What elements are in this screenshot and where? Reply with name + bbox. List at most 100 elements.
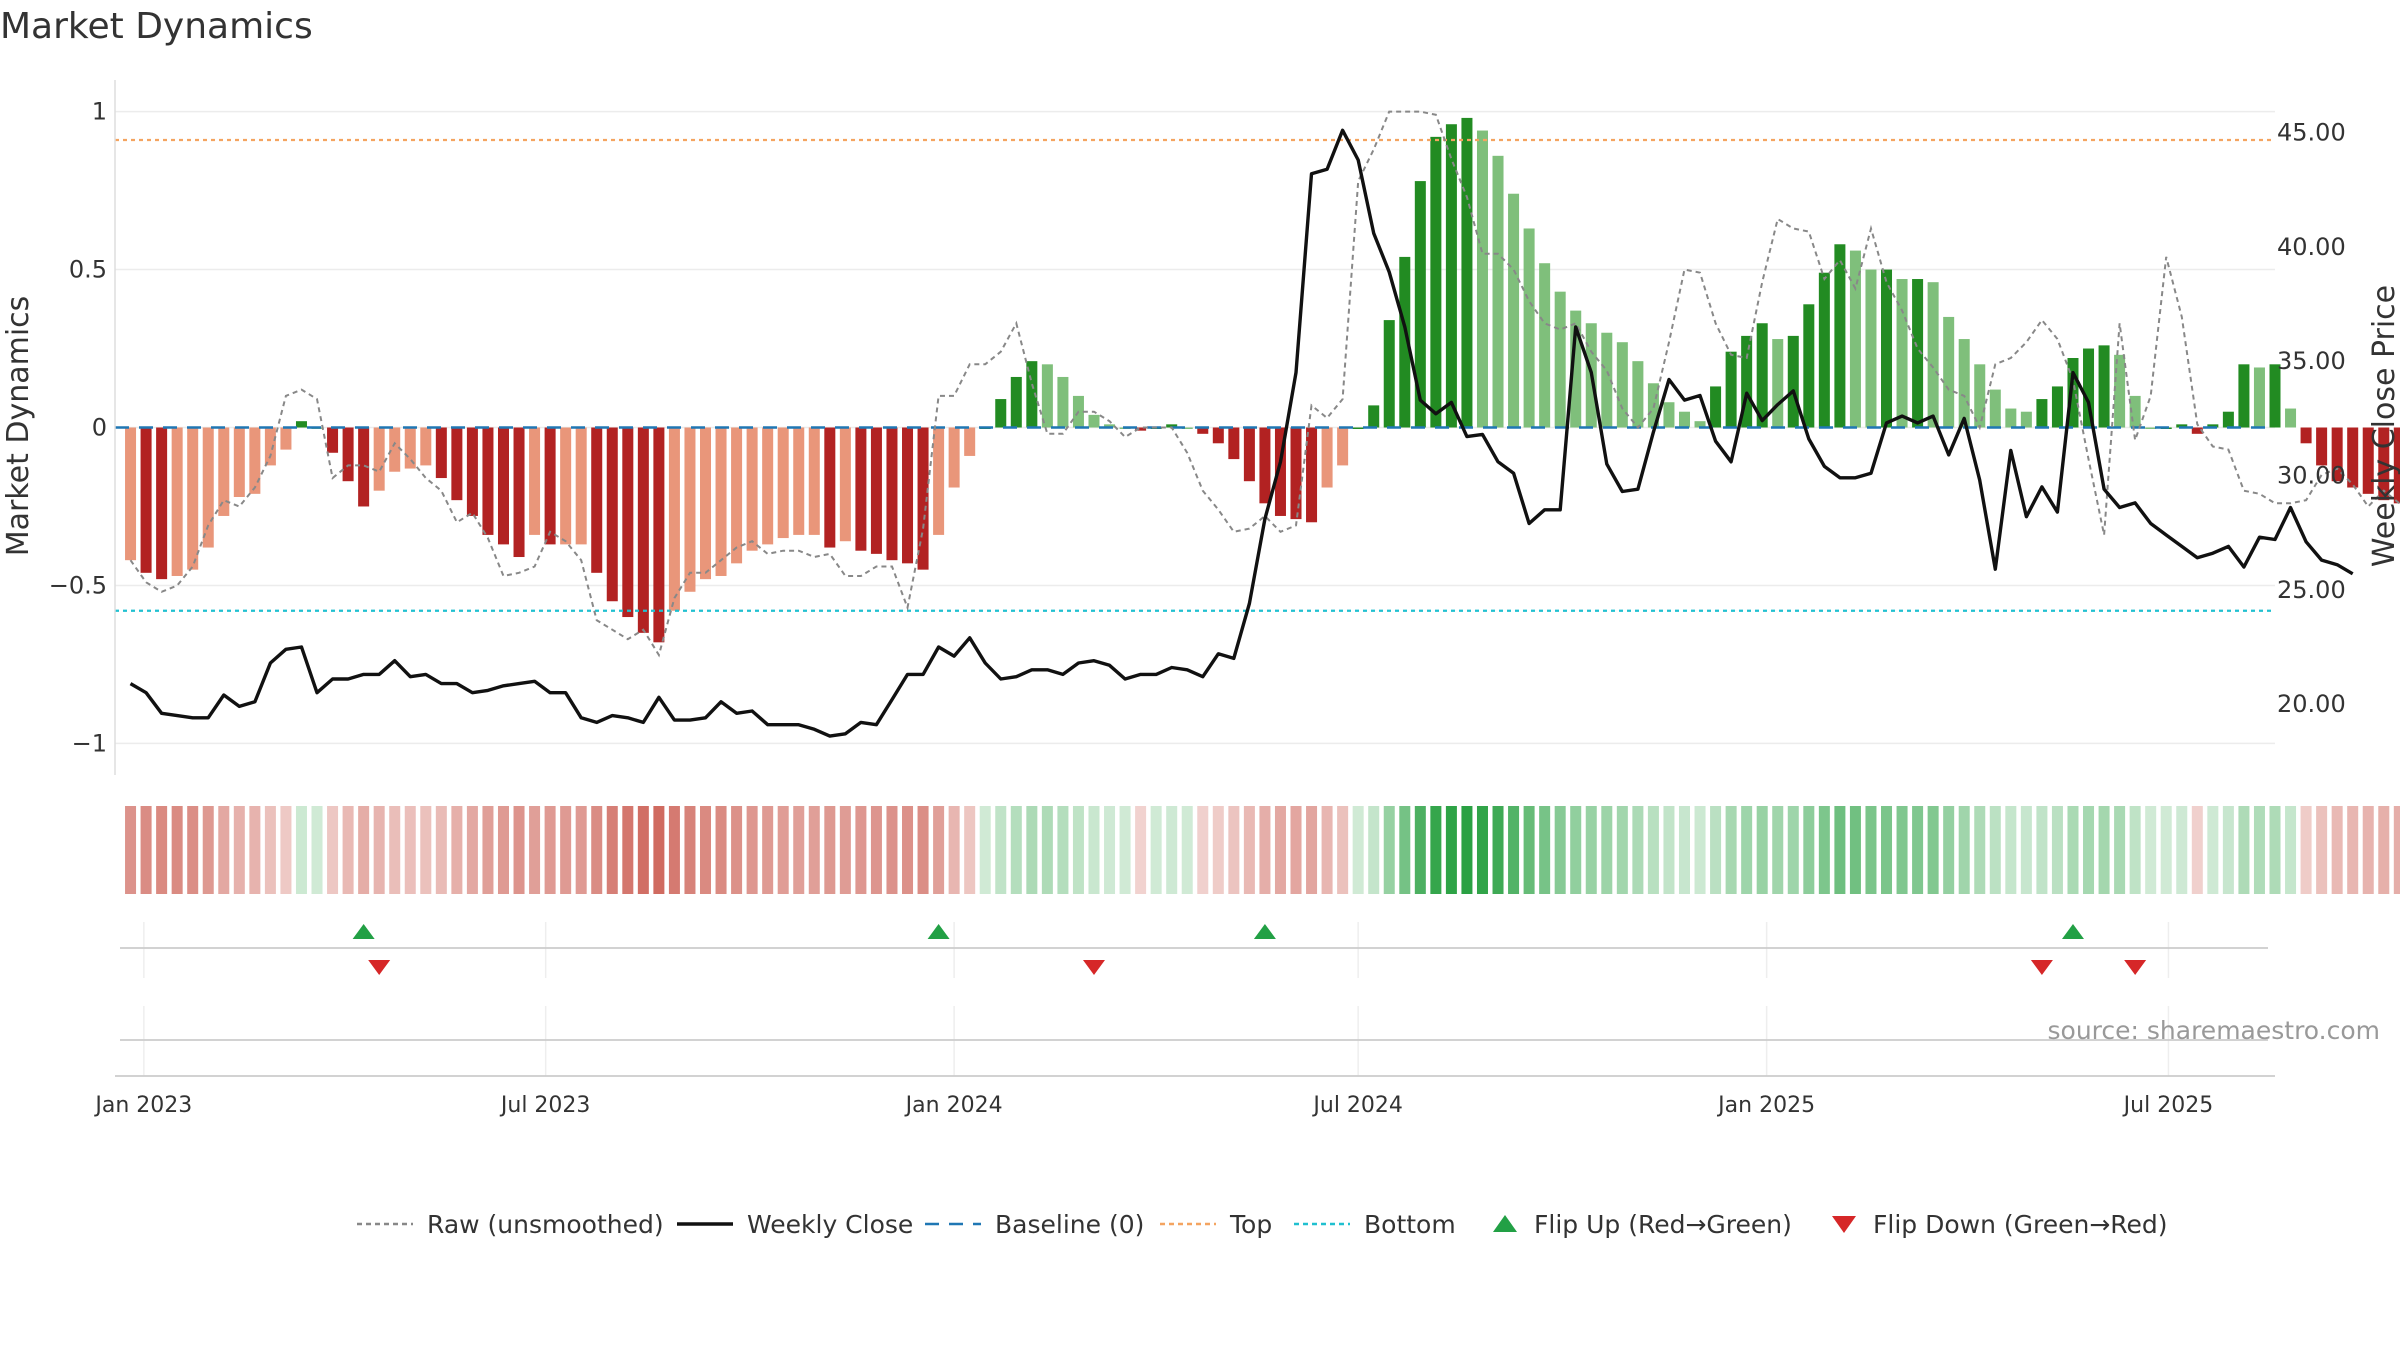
momentum-bar	[855, 427, 867, 551]
regime-strip-cell	[1601, 806, 1613, 894]
regime-strip-cell	[1274, 806, 1286, 894]
regime-strip-cell	[1104, 806, 1116, 894]
x-tick-label: Jul 2025	[2122, 1093, 2214, 1118]
momentum-bar	[1663, 402, 1675, 428]
legend-label: Raw (unsmoothed)	[427, 1210, 664, 1239]
legend-entry: Top	[1160, 1210, 1272, 1239]
momentum-bar	[1383, 320, 1395, 428]
flip-up-marker	[352, 924, 375, 939]
regime-strip-cell	[1259, 806, 1271, 894]
regime-strip-cell	[684, 806, 696, 894]
regime-strip-cell	[1228, 806, 1240, 894]
momentum-bar	[513, 427, 525, 558]
momentum-bar	[870, 427, 882, 554]
regime-strip-cell	[964, 806, 976, 894]
regime-strip-cell	[1461, 806, 1473, 894]
momentum-bar	[218, 427, 230, 516]
legend-label: Flip Down (Green→Red)	[1873, 1210, 2168, 1239]
momentum-bar	[1445, 124, 1457, 428]
regime-strip-cell	[202, 806, 214, 894]
momentum-bar	[1570, 310, 1582, 428]
regime-strip-cell	[1306, 806, 1318, 894]
regime-strip-cell	[1337, 806, 1349, 894]
regime-strip-cell	[2098, 806, 2110, 894]
momentum-bar	[327, 427, 339, 453]
momentum-bar	[777, 427, 789, 539]
regime-strip-cell	[1383, 806, 1395, 894]
regime-strip-cell	[1865, 806, 1877, 894]
regime-strip-cell	[2378, 806, 2390, 894]
x-tick-label: Jan 2025	[1716, 1093, 1815, 1118]
momentum-bar	[731, 427, 743, 564]
regime-strip-cell	[1989, 806, 2001, 894]
regime-strip-cell	[544, 806, 556, 894]
regime-strip-cell	[1632, 806, 1644, 894]
legend-label: Top	[1229, 1210, 1272, 1239]
momentum-bar	[1368, 405, 1380, 428]
regime-strip-cell	[1616, 806, 1628, 894]
momentum-bar	[264, 427, 276, 466]
legend-label: Baseline (0)	[995, 1210, 1144, 1239]
momentum-bar	[2191, 427, 2203, 434]
regime-strip-cell	[2176, 806, 2188, 894]
y-right-axis-label: Weekly Close Price	[2367, 285, 2400, 567]
y-right-tick-label: 20.00	[2277, 690, 2346, 718]
momentum-bar	[1321, 427, 1333, 488]
momentum-bar	[2269, 364, 2281, 428]
regime-strip-cell	[1476, 806, 1488, 894]
momentum-bar	[1476, 130, 1488, 428]
legend-entry: Weekly Close	[677, 1210, 913, 1239]
regime-strip-cell	[1197, 806, 1209, 894]
regime-strip-cell	[1414, 806, 1426, 894]
momentum-bar	[466, 427, 478, 516]
regime-strip-cell	[358, 806, 370, 894]
regime-strip-cell	[389, 806, 401, 894]
y-right-tick-label: 35.00	[2277, 347, 2346, 375]
momentum-bar	[295, 421, 307, 428]
momentum-bar	[358, 427, 370, 507]
regime-strip	[125, 806, 2400, 894]
momentum-bar	[1865, 269, 1877, 428]
regime-strip-cell	[1912, 806, 1924, 894]
momentum-bar	[964, 427, 976, 456]
regime-strip-cell	[404, 806, 416, 894]
regime-strip-cell	[280, 806, 292, 894]
momentum-bar	[529, 427, 541, 535]
regime-strip-cell	[762, 806, 774, 894]
legend-entry: Bottom	[1294, 1210, 1456, 1239]
momentum-bar	[1881, 269, 1893, 428]
regime-strip-cell	[979, 806, 991, 894]
momentum-bar	[560, 427, 572, 545]
x-tick-label: Jul 2023	[499, 1093, 591, 1118]
momentum-bar	[808, 427, 820, 535]
momentum-bar	[156, 427, 168, 580]
regime-strip-cell	[1818, 806, 1830, 894]
regime-strip-cell	[1523, 806, 1535, 894]
momentum-bar	[544, 427, 556, 545]
momentum-bar	[187, 427, 199, 570]
momentum-bar	[1057, 376, 1069, 428]
momentum-bar	[435, 427, 447, 479]
regime-strip-cell	[622, 806, 634, 894]
momentum-bar	[280, 427, 292, 450]
regime-strip-cell	[2191, 806, 2203, 894]
momentum-bar	[420, 427, 432, 466]
regime-strip-cell	[1166, 806, 1178, 894]
momentum-bar	[1212, 427, 1224, 444]
momentum-bar	[1834, 244, 1846, 428]
regime-strip-cell	[1041, 806, 1053, 894]
momentum-bar	[1943, 316, 1955, 428]
momentum-bar	[793, 427, 805, 535]
momentum-bar	[2207, 424, 2219, 428]
regime-strip-cell	[2051, 806, 2063, 894]
momentum-bar	[140, 427, 152, 573]
momentum-bar	[2098, 345, 2110, 428]
regime-strip-cell	[933, 806, 945, 894]
weekly-close-line	[129, 128, 2354, 738]
regime-strip-cell	[1539, 806, 1551, 894]
momentum-bar	[2020, 411, 2032, 428]
momentum-bar	[2285, 408, 2297, 428]
flip-up-marker	[1253, 924, 1276, 939]
momentum-bar	[2129, 395, 2141, 428]
legend-swatch-triangle-up	[1493, 1215, 1517, 1232]
